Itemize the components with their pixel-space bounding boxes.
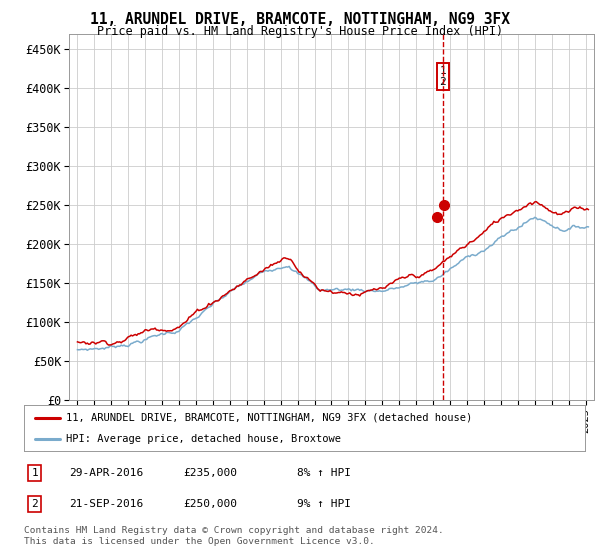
- Text: 21-SEP-2016: 21-SEP-2016: [69, 499, 143, 509]
- Text: 2: 2: [31, 499, 38, 509]
- Text: £235,000: £235,000: [183, 468, 237, 478]
- Text: 11, ARUNDEL DRIVE, BRAMCOTE, NOTTINGHAM, NG9 3FX: 11, ARUNDEL DRIVE, BRAMCOTE, NOTTINGHAM,…: [90, 12, 510, 27]
- Text: This data is licensed under the Open Government Licence v3.0.: This data is licensed under the Open Gov…: [24, 538, 375, 547]
- Text: 11, ARUNDEL DRIVE, BRAMCOTE, NOTTINGHAM, NG9 3FX (detached house): 11, ARUNDEL DRIVE, BRAMCOTE, NOTTINGHAM,…: [66, 413, 472, 423]
- Text: HPI: Average price, detached house, Broxtowe: HPI: Average price, detached house, Brox…: [66, 435, 341, 444]
- Text: 1
2: 1 2: [440, 66, 446, 87]
- Text: 8% ↑ HPI: 8% ↑ HPI: [297, 468, 351, 478]
- Text: £250,000: £250,000: [183, 499, 237, 509]
- Text: Price paid vs. HM Land Registry's House Price Index (HPI): Price paid vs. HM Land Registry's House …: [97, 25, 503, 38]
- Text: Contains HM Land Registry data © Crown copyright and database right 2024.: Contains HM Land Registry data © Crown c…: [24, 526, 444, 535]
- Text: 1: 1: [31, 468, 38, 478]
- Text: 29-APR-2016: 29-APR-2016: [69, 468, 143, 478]
- Text: 9% ↑ HPI: 9% ↑ HPI: [297, 499, 351, 509]
